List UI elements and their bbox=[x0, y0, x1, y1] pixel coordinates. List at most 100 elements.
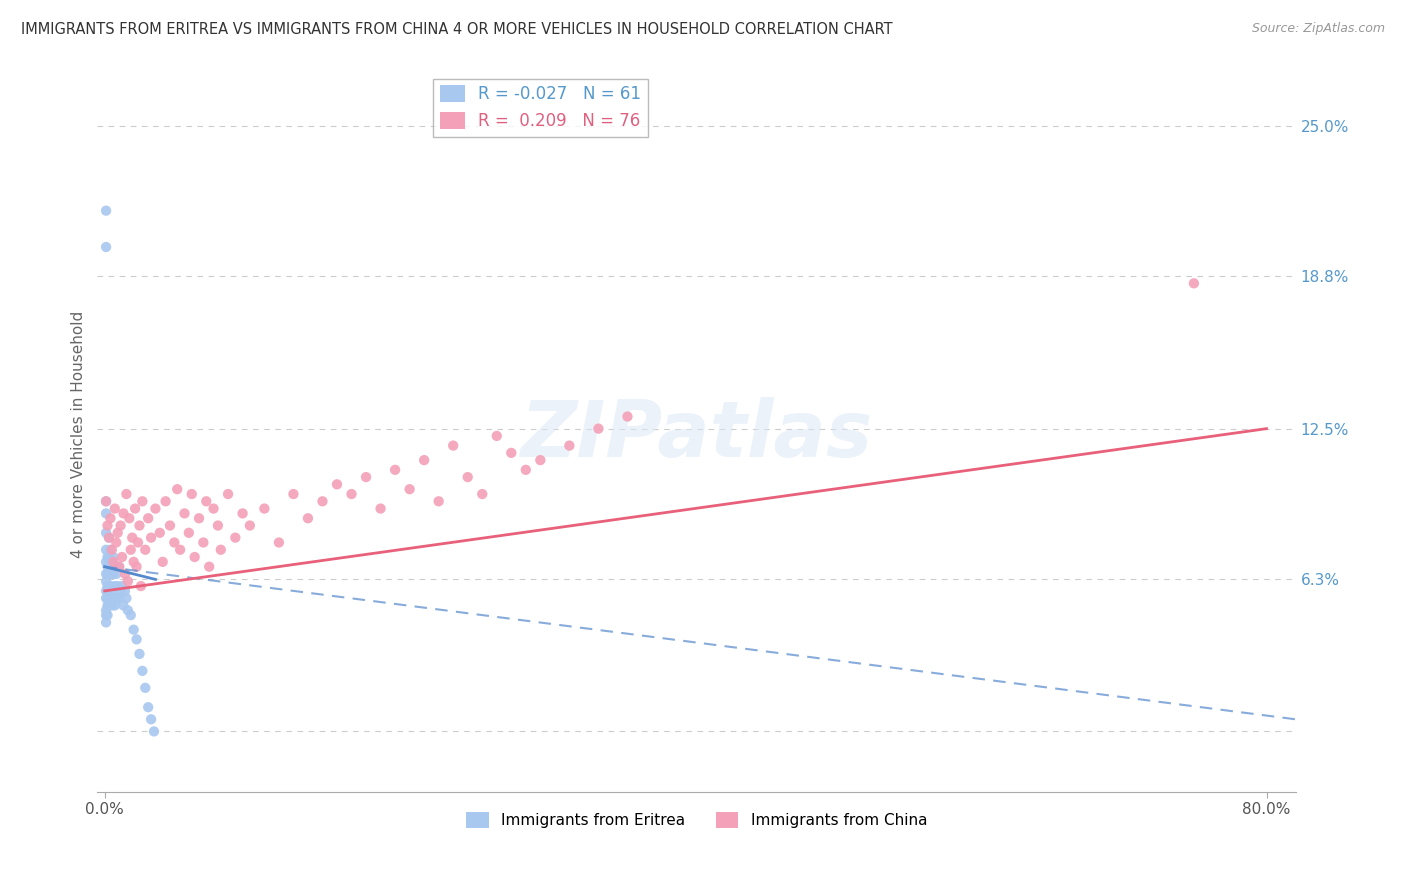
Point bbox=[457, 470, 479, 484]
Point bbox=[110, 518, 132, 533]
Point bbox=[101, 583, 124, 598]
Text: ZIPatlas: ZIPatlas bbox=[520, 397, 873, 473]
Point bbox=[98, 531, 121, 545]
Point bbox=[155, 494, 177, 508]
Point bbox=[224, 531, 246, 545]
Point bbox=[209, 542, 232, 557]
Point bbox=[114, 583, 136, 598]
Point bbox=[529, 453, 551, 467]
Text: IMMIGRANTS FROM ERITREA VS IMMIGRANTS FROM CHINA 4 OR MORE VEHICLES IN HOUSEHOLD: IMMIGRANTS FROM ERITREA VS IMMIGRANTS FR… bbox=[21, 22, 893, 37]
Point bbox=[94, 591, 117, 606]
Point bbox=[100, 511, 122, 525]
Point bbox=[103, 549, 125, 564]
Point bbox=[588, 422, 610, 436]
Text: Source: ZipAtlas.com: Source: ZipAtlas.com bbox=[1251, 22, 1385, 36]
Point bbox=[501, 446, 523, 460]
Point bbox=[98, 549, 121, 564]
Point bbox=[103, 591, 125, 606]
Point bbox=[159, 518, 181, 533]
Point bbox=[94, 583, 117, 598]
Point bbox=[515, 463, 537, 477]
Point bbox=[326, 477, 349, 491]
Point bbox=[107, 525, 129, 540]
Point bbox=[108, 559, 131, 574]
Point bbox=[96, 599, 118, 613]
Point bbox=[98, 583, 121, 598]
Point bbox=[96, 549, 118, 564]
Point bbox=[122, 555, 145, 569]
Point bbox=[340, 487, 363, 501]
Point bbox=[120, 542, 142, 557]
Point bbox=[96, 591, 118, 606]
Point bbox=[96, 608, 118, 623]
Point bbox=[139, 712, 162, 726]
Point bbox=[114, 566, 136, 581]
Point bbox=[180, 487, 202, 501]
Point bbox=[104, 559, 127, 574]
Point bbox=[384, 463, 406, 477]
Point bbox=[207, 518, 229, 533]
Point bbox=[441, 439, 464, 453]
Point bbox=[125, 559, 148, 574]
Point bbox=[104, 599, 127, 613]
Point bbox=[103, 566, 125, 581]
Point bbox=[253, 501, 276, 516]
Point bbox=[108, 591, 131, 606]
Point bbox=[136, 511, 159, 525]
Point bbox=[149, 525, 172, 540]
Point bbox=[94, 542, 117, 557]
Point bbox=[100, 579, 122, 593]
Point bbox=[198, 559, 221, 574]
Point bbox=[100, 542, 122, 557]
Point bbox=[173, 507, 195, 521]
Point bbox=[398, 482, 420, 496]
Point bbox=[117, 574, 139, 589]
Point bbox=[152, 555, 174, 569]
Point bbox=[98, 579, 121, 593]
Point bbox=[96, 566, 118, 581]
Point bbox=[139, 531, 162, 545]
Point bbox=[96, 579, 118, 593]
Point bbox=[232, 507, 254, 521]
Point bbox=[111, 579, 134, 593]
Point bbox=[101, 599, 124, 613]
Point bbox=[107, 579, 129, 593]
Point bbox=[134, 542, 156, 557]
Point bbox=[193, 535, 215, 549]
Point bbox=[101, 555, 124, 569]
Point bbox=[129, 579, 152, 593]
Point bbox=[96, 518, 118, 533]
Point bbox=[311, 494, 333, 508]
Point bbox=[1182, 277, 1205, 291]
Point bbox=[103, 555, 125, 569]
Point bbox=[94, 494, 117, 508]
Point bbox=[94, 203, 117, 218]
Point bbox=[118, 511, 141, 525]
Point bbox=[128, 518, 150, 533]
Point bbox=[105, 591, 128, 606]
Point bbox=[120, 608, 142, 623]
Point bbox=[100, 559, 122, 574]
Point bbox=[471, 487, 494, 501]
Point bbox=[94, 574, 117, 589]
Point bbox=[195, 494, 218, 508]
Point bbox=[121, 531, 143, 545]
Point bbox=[94, 566, 117, 581]
Point bbox=[267, 535, 290, 549]
Point bbox=[427, 494, 450, 508]
Point bbox=[101, 542, 124, 557]
Point bbox=[94, 608, 117, 623]
Point bbox=[136, 700, 159, 714]
Point bbox=[143, 724, 166, 739]
Point bbox=[163, 535, 186, 549]
Point bbox=[169, 542, 191, 557]
Point bbox=[128, 647, 150, 661]
Point bbox=[131, 494, 153, 508]
Legend: Immigrants from Eritrea, Immigrants from China: Immigrants from Eritrea, Immigrants from… bbox=[460, 806, 934, 834]
Point bbox=[101, 566, 124, 581]
Point bbox=[217, 487, 239, 501]
Point bbox=[111, 549, 134, 564]
Point bbox=[94, 507, 117, 521]
Point bbox=[94, 615, 117, 630]
Point bbox=[124, 501, 146, 516]
